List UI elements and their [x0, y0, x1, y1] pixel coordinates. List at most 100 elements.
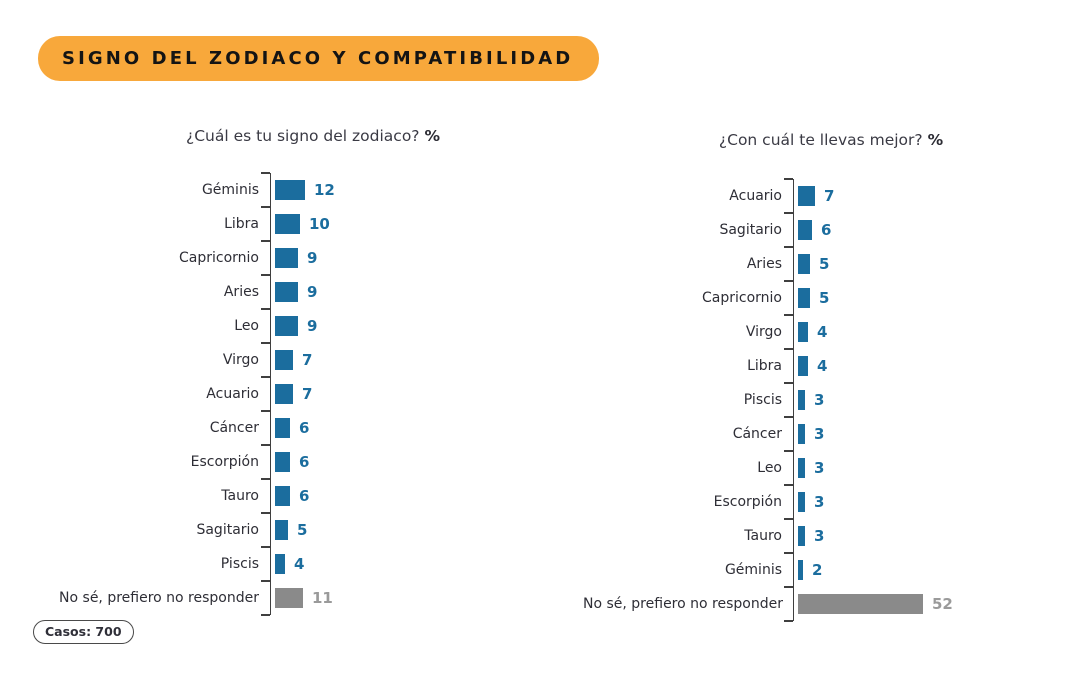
category-label: No sé, prefiero no responder [59, 590, 259, 606]
bar [275, 316, 298, 336]
row-plot-area: 6 [261, 478, 530, 513]
row-plot-area: 3 [784, 450, 1053, 485]
value-label: 6 [299, 453, 310, 471]
row-plot-area: 3 [784, 382, 1053, 417]
value-label: 5 [297, 521, 308, 539]
bar [798, 254, 810, 274]
category-label: Virgo [745, 324, 782, 340]
value-label: 2 [812, 561, 823, 579]
value-label: 3 [814, 527, 825, 545]
category-label: Cáncer [732, 426, 782, 442]
bar [275, 486, 290, 506]
row-plot-area: 6 [261, 444, 530, 479]
value-label: 9 [307, 249, 318, 267]
category-label: Cáncer [209, 420, 259, 436]
value-label: 52 [932, 595, 953, 613]
chart-row: Capricornio 5 [583, 280, 1053, 315]
bar [798, 594, 923, 614]
bar [275, 554, 285, 574]
value-label: 7 [302, 351, 313, 369]
category-label: Virgo [222, 352, 259, 368]
chart-title-text: ¿Con cuál te llevas mejor? [718, 131, 923, 149]
bar [798, 390, 805, 410]
value-label: 3 [814, 459, 825, 477]
row-plot-area: 6 [784, 212, 1053, 247]
section-title: SIGNO DEL ZODIACO Y COMPATIBILIDAD [62, 48, 574, 69]
bar [798, 526, 805, 546]
bar [275, 350, 293, 370]
chart-row: Géminis 12 [40, 172, 530, 207]
bar [275, 588, 303, 608]
bar [798, 560, 803, 580]
compatibility-bar-chart: Acuario 7 Sagitario 6 Aries 5 Capricornio 5 Virg… [583, 178, 1053, 622]
value-label: 6 [821, 221, 832, 239]
chart-row: Aries 5 [583, 246, 1053, 281]
section-title-badge: SIGNO DEL ZODIACO Y COMPATIBILIDAD [38, 36, 600, 81]
bar [798, 322, 808, 342]
value-label: 12 [314, 181, 335, 199]
bar [798, 424, 805, 444]
category-label: Leo [757, 460, 782, 476]
category-label: Sagitario [719, 222, 782, 238]
category-label: Escorpión [713, 494, 782, 510]
value-label: 5 [819, 289, 830, 307]
bar [798, 288, 810, 308]
row-plot-area: 12 [261, 172, 530, 207]
category-label: Escorpión [190, 454, 259, 470]
category-label: Piscis [220, 556, 259, 572]
category-label: Sagitario [196, 522, 259, 538]
category-label: Tauro [221, 488, 259, 504]
chart-title-unit: % [927, 131, 944, 149]
category-label: Géminis [724, 562, 782, 578]
row-plot-area: 9 [261, 240, 530, 275]
chart-row: Leo 9 [40, 308, 530, 343]
category-label: Géminis [201, 182, 259, 198]
value-label: 6 [299, 419, 310, 437]
bar [275, 418, 290, 438]
value-label: 6 [299, 487, 310, 505]
value-label: 3 [814, 493, 825, 511]
value-label: 5 [819, 255, 830, 273]
bar [275, 180, 305, 200]
zodiac-sign-bar-chart: Géminis 12 Libra 10 Capricornio 9 Aries 9 Leo 9 Vi… [40, 172, 530, 616]
value-label: 10 [309, 215, 330, 233]
row-plot-area: 9 [261, 274, 530, 309]
category-label: Capricornio [702, 290, 782, 306]
value-label: 7 [824, 187, 835, 205]
row-plot-area: 7 [261, 376, 530, 411]
chart-row: Libra 10 [40, 206, 530, 241]
category-label: No sé, prefiero no responder [583, 596, 783, 612]
chart-title-unit: % [424, 127, 440, 145]
chart-title-text: ¿Cuál es tu signo del zodiaco? [186, 127, 420, 145]
row-plot-area: 6 [261, 410, 530, 445]
chart-row: Leo 3 [583, 450, 1053, 485]
value-label: 4 [817, 323, 828, 341]
chart-row: Cáncer 3 [583, 416, 1053, 451]
bar [275, 384, 293, 404]
value-label: 11 [312, 589, 333, 607]
row-plot-area: 3 [784, 484, 1053, 519]
bar [798, 220, 812, 240]
category-label: Acuario [729, 188, 782, 204]
row-plot-area: 7 [261, 342, 530, 377]
chart-row: Acuario 7 [40, 376, 530, 411]
bar [275, 282, 298, 302]
chart-row: Virgo 7 [40, 342, 530, 377]
category-label: Capricornio [179, 250, 259, 266]
row-plot-area: 52 [784, 586, 1053, 622]
chart-row: Virgo 4 [583, 314, 1053, 349]
category-label: Leo [234, 318, 259, 334]
bar [798, 458, 805, 478]
chart-row: Géminis 2 [583, 552, 1053, 587]
row-plot-area: 2 [784, 552, 1053, 587]
bar [275, 452, 290, 472]
chart-row: Piscis 4 [40, 546, 530, 581]
value-label: 4 [294, 555, 305, 573]
chart-row: No sé, prefiero no responder 52 [583, 586, 1053, 622]
value-label: 3 [814, 391, 825, 409]
category-label: Libra [224, 216, 259, 232]
value-label: 9 [307, 283, 318, 301]
row-plot-area: 9 [261, 308, 530, 343]
chart-row: Sagitario 5 [40, 512, 530, 547]
row-plot-area: 7 [784, 178, 1053, 213]
